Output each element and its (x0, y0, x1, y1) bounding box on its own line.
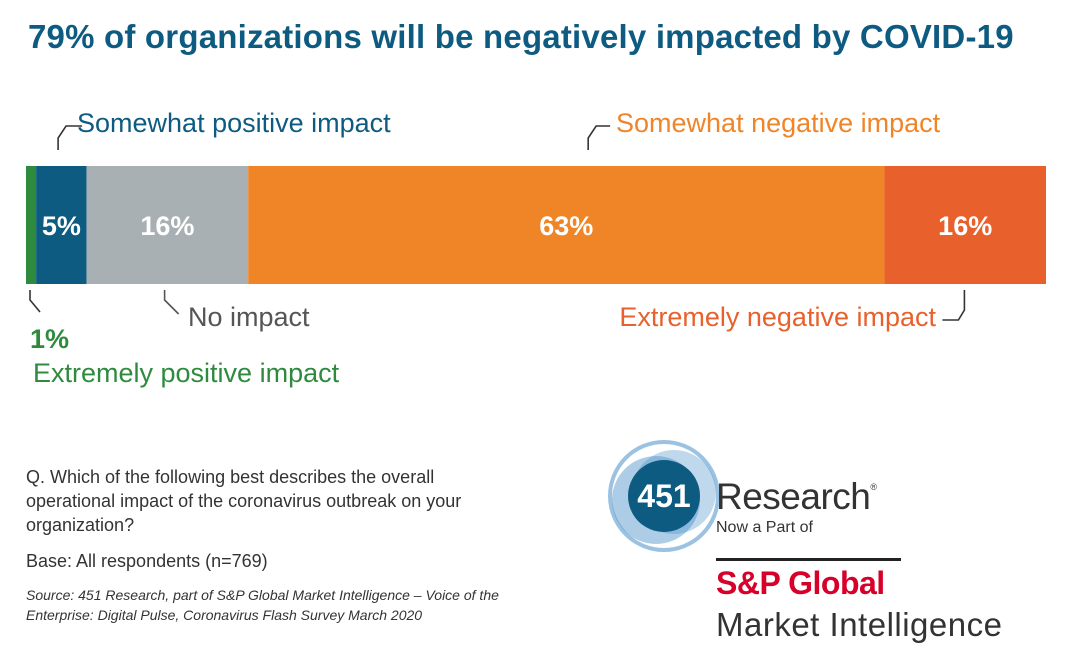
logo-ring-outer (608, 440, 720, 552)
survey-base: Base: All respondents (n=769) (26, 551, 268, 571)
bar-value-label-4: 16% (938, 211, 992, 241)
bar-value-label-1: 5% (42, 211, 81, 241)
stacked-bar-chart: 5% 16% 63% 16% 1% Extremely positive impact So… (26, 108, 1046, 388)
category-label-1: Somewhat positive impact (77, 108, 391, 138)
category-label-0: Extremely positive impact (33, 358, 340, 388)
percent-label-0: 1% (30, 324, 69, 354)
category-label-2: No impact (188, 302, 310, 332)
leader-line-1 (57, 125, 83, 150)
survey-question: Q. Which of the following best describes… (26, 467, 462, 535)
source-note: Source: 451 Research, part of S&P Global… (26, 587, 499, 623)
bar-segment-4 (884, 166, 1046, 284)
category-label-4: Extremely negative impact (619, 302, 936, 332)
logo-tagline: Now a Part of (716, 519, 813, 536)
logo-research-wordmark: Research® (716, 476, 877, 518)
bar-segment-0 (26, 166, 37, 284)
category-label-3: Somewhat negative impact (616, 108, 941, 138)
logo-451-badge-icon: 451 (608, 440, 720, 552)
logo-name: Research (716, 476, 871, 517)
logo-registered-mark: ® (870, 482, 877, 492)
logo-badge-text: 451 (637, 478, 690, 514)
chart-title: 79% of organizations will be negatively … (28, 18, 1014, 55)
logo-parent-division: Market Intelligence (716, 606, 1003, 643)
logo-parent-brand: S&P Global (716, 565, 885, 601)
bar-value-label-2: 16% (140, 211, 194, 241)
leader-line-3 (587, 125, 611, 150)
bar-value-label-3: 63% (539, 211, 593, 241)
bar-segment-3 (248, 166, 885, 284)
leader-line-0 (29, 290, 41, 313)
bar-segment-1 (36, 166, 87, 284)
leader-line-4 (942, 290, 966, 321)
logo-core (628, 460, 700, 532)
bar-segment-2 (86, 166, 249, 284)
logo-divider (716, 558, 901, 561)
leader-line-2 (163, 290, 180, 315)
